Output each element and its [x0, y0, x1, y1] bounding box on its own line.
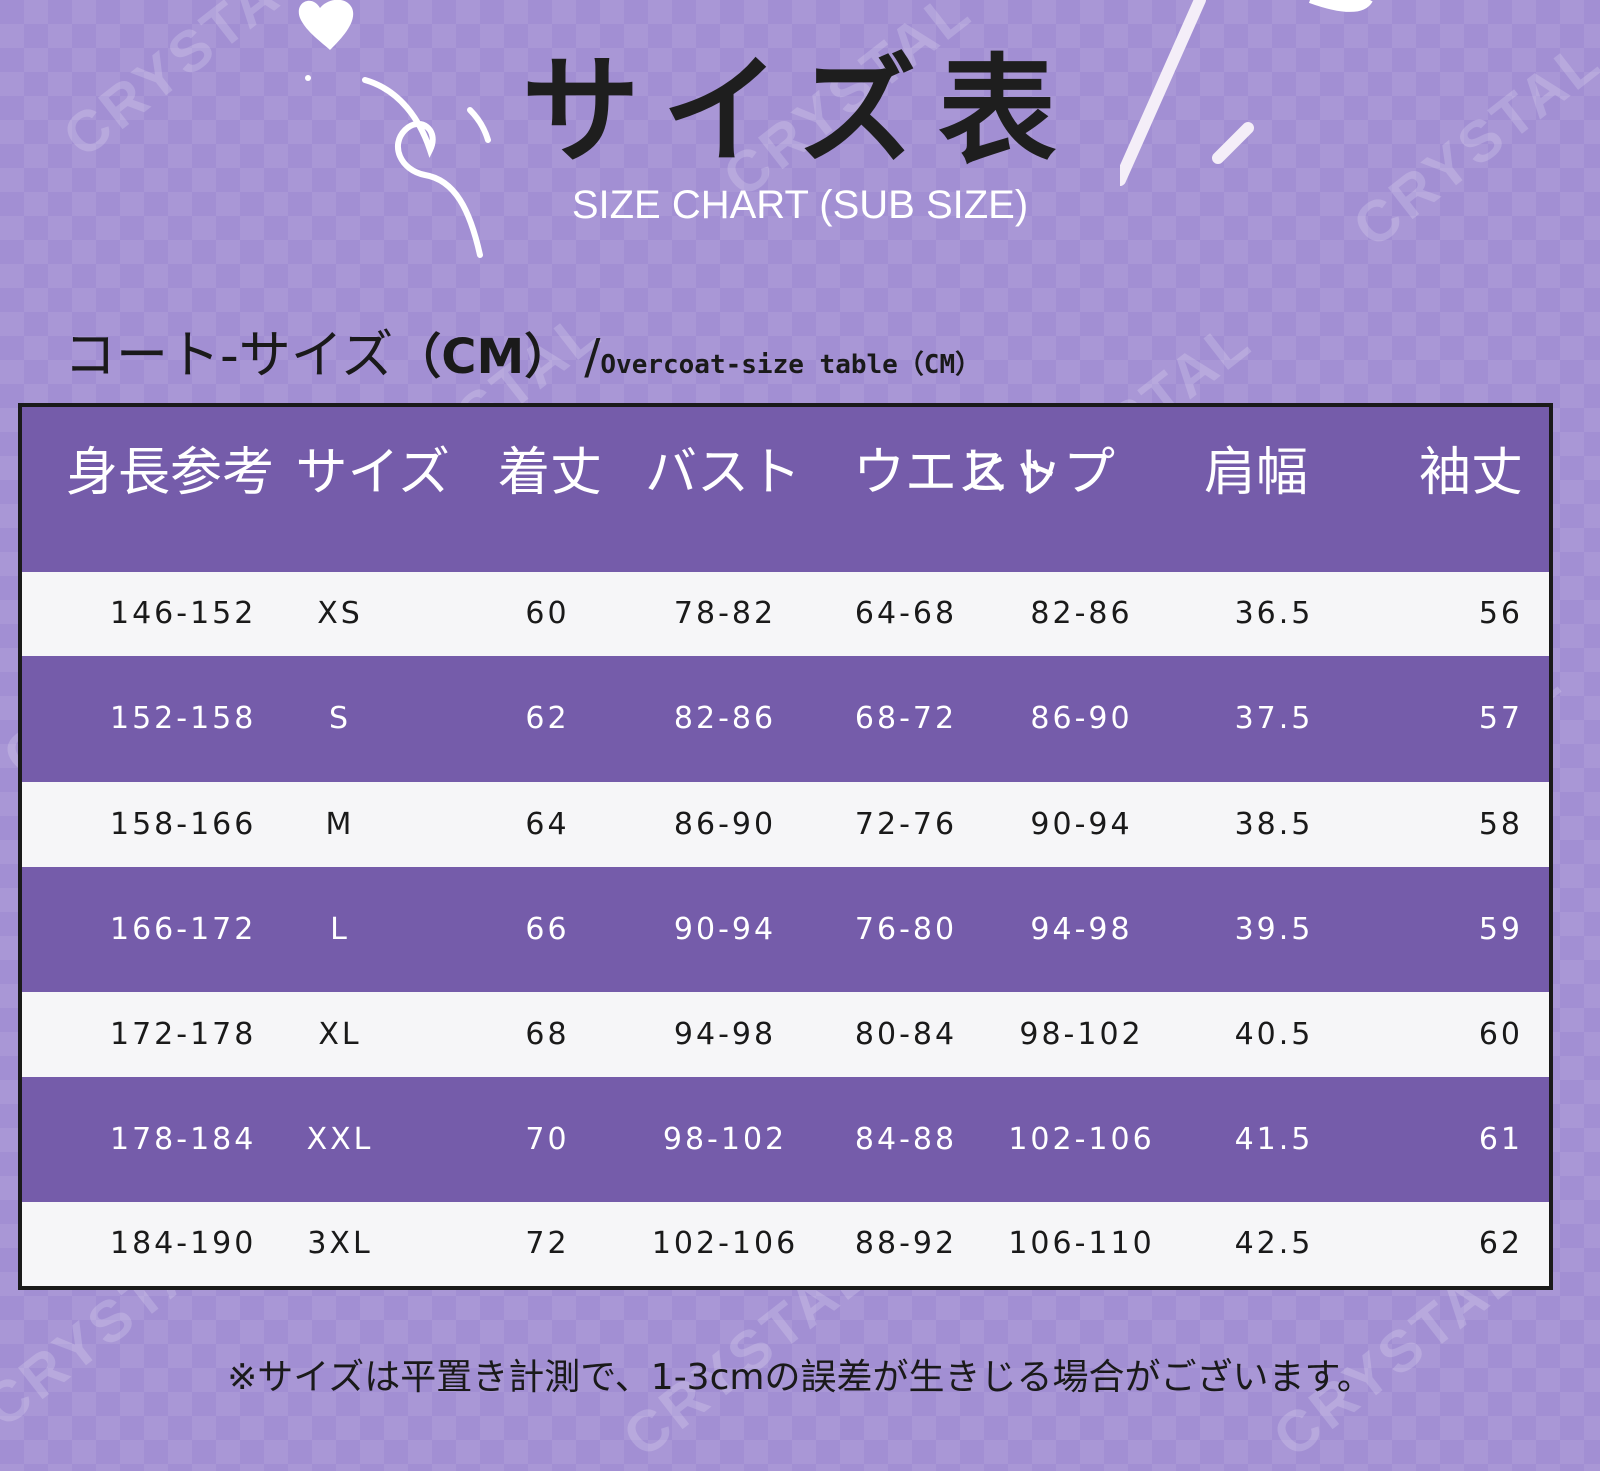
table-cell: 58 — [1478, 806, 1523, 842]
table-cell: M — [325, 806, 355, 842]
table-cell: 38.5 — [1234, 806, 1314, 842]
table-cell: 84-88 — [854, 1121, 958, 1157]
caption-english: Overcoat-size table（CM） — [600, 350, 982, 380]
table-cell: XXL — [306, 1121, 374, 1157]
table-cell: 64-68 — [854, 596, 958, 631]
table-cell: 86-90 — [1030, 701, 1133, 736]
table-row: 146-152 XS 60 78-82 64-68 82-86 36.5 56 — [22, 572, 1549, 656]
table-cell: 41.5 — [1234, 1121, 1314, 1157]
page-subtitle: SIZE CHART (SUB SIZE) — [571, 183, 1029, 227]
size-table: 身長参考 サイズ 着丈 バスト ウエスト ヒップ 肩幅 袖丈 146-152 X… — [18, 403, 1553, 1290]
table-cell: 184-190 — [110, 1226, 257, 1261]
table-cell: 57 — [1478, 701, 1523, 736]
table-row: 178-184 XXL 70 98-102 84-88 102-106 41.5… — [22, 1077, 1549, 1202]
table-cell: 102-106 — [1008, 1121, 1155, 1157]
table-cell: 62 — [525, 701, 570, 736]
table-cell: 56 — [1478, 596, 1523, 631]
table-cell: 64 — [525, 806, 570, 842]
table-cell: 106-110 — [1008, 1226, 1155, 1261]
table-cell: 90-94 — [673, 911, 777, 947]
table-cell: 82-86 — [1030, 596, 1133, 631]
table-cell: 90-94 — [1030, 806, 1133, 842]
table-cell: 86-90 — [673, 806, 777, 842]
table-cell: 98-102 — [1019, 1016, 1144, 1052]
table-cell: 98-102 — [662, 1121, 788, 1157]
table-cell: L — [330, 911, 350, 947]
table-cell: 72-76 — [854, 806, 958, 842]
table-cell: XS — [317, 596, 363, 631]
table-cell: 72 — [525, 1226, 570, 1261]
table-cell: 172-178 — [110, 1016, 257, 1052]
table-cell: 102-106 — [651, 1226, 799, 1261]
table-cell: 88-92 — [854, 1226, 958, 1261]
table-cell: 61 — [1478, 1121, 1523, 1157]
table-cell: 40.5 — [1234, 1016, 1314, 1052]
table-cell: 166-172 — [110, 911, 257, 947]
table-cell: 37.5 — [1234, 701, 1314, 736]
header-waist: ウエスト — [853, 443, 1062, 503]
table-cell: 60 — [525, 596, 570, 631]
header-size: サイズ — [295, 443, 450, 503]
table-cell: 152-158 — [110, 701, 257, 736]
table-cell: 3XL — [307, 1226, 373, 1261]
table-row: 172-178 XL 68 94-98 80-84 98-102 40.5 60 — [22, 992, 1549, 1077]
table-row: 184-190 3XL 72 102-106 88-92 106-110 42.… — [22, 1202, 1549, 1286]
table-cell: 76-80 — [854, 911, 958, 947]
table-cell: 68 — [525, 1016, 570, 1052]
table-cell: 39.5 — [1234, 911, 1314, 947]
header-hip: ヒップ — [959, 443, 1116, 503]
table-cell: 94-98 — [1030, 911, 1133, 947]
caption-unit: （CM） — [393, 329, 573, 385]
table-cell: 60 — [1478, 1016, 1523, 1052]
header-height: 身長参考 — [66, 443, 275, 503]
header-shoulder: 肩幅 — [1204, 443, 1309, 503]
table-cell: 62 — [1478, 1226, 1523, 1261]
table-cell: 146-152 — [110, 596, 257, 631]
table-caption: コート-サイズ（CM）/Overcoat-size table（CM） — [64, 330, 981, 382]
header-bust: バスト — [645, 443, 802, 503]
table-row: 152-158 S 62 82-86 68-72 86-90 37.5 57 — [22, 656, 1549, 782]
table-cell: XL — [318, 1016, 362, 1052]
header-length: 着丈 — [498, 443, 603, 503]
table-cell: 68-72 — [854, 701, 958, 736]
table-cell: 94-98 — [673, 1016, 777, 1052]
table-cell: 42.5 — [1234, 1226, 1314, 1261]
header-sleeve: 袖丈 — [1418, 443, 1523, 503]
table-cell: 59 — [1478, 911, 1523, 947]
table-row: 158-166 M 64 86-90 72-76 90-94 38.5 58 — [22, 782, 1549, 867]
table-header-row: 身長参考 サイズ 着丈 バスト ウエスト ヒップ 肩幅 袖丈 — [22, 407, 1549, 572]
caption-slash: / — [584, 329, 601, 385]
table-row: 166-172 L 66 90-94 76-80 94-98 39.5 59 — [22, 867, 1549, 992]
footnote-text: ※サイズは平置き計測で、1-3cmの誤差が生きじる場合がございます。 — [227, 1357, 1373, 1398]
table-cell: 178-184 — [110, 1121, 257, 1157]
table-cell: 82-86 — [673, 701, 777, 736]
caption-japanese: コート-サイズ — [64, 326, 394, 386]
page-title: サイズ表 — [521, 42, 1079, 180]
table-cell: 80-84 — [854, 1016, 958, 1052]
table-cell: S — [328, 701, 352, 736]
table-cell: 70 — [525, 1121, 570, 1157]
table-cell: 36.5 — [1234, 596, 1314, 631]
table-cell: 78-82 — [673, 596, 777, 631]
table-cell: 158-166 — [110, 806, 257, 842]
table-cell: 66 — [525, 911, 570, 947]
